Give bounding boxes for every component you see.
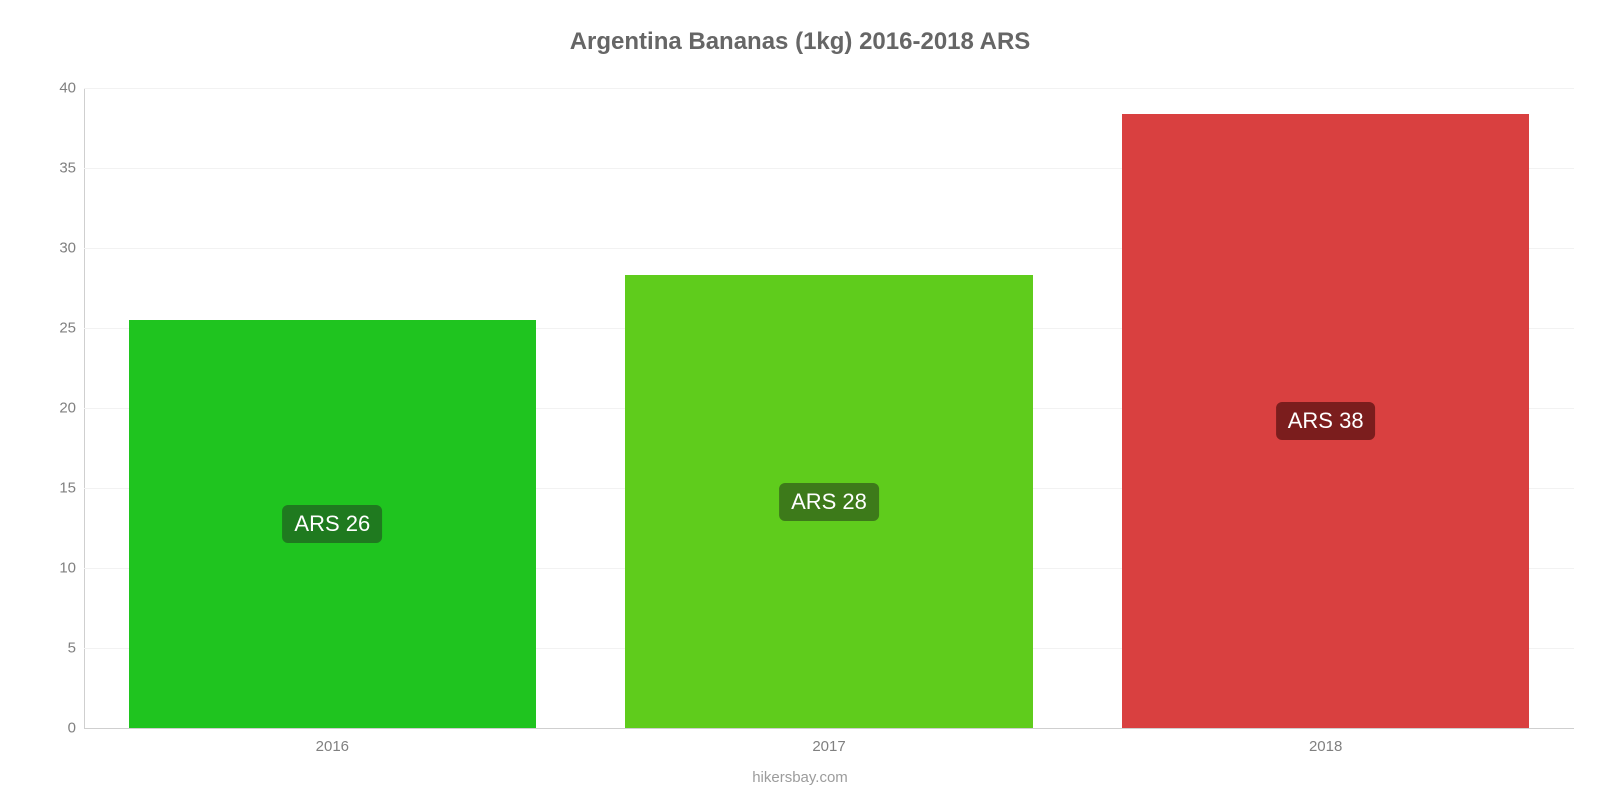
- bar-value-label: ARS 28: [779, 483, 879, 521]
- y-tick-label: 40: [16, 80, 76, 97]
- x-tick-label: 2016: [316, 738, 349, 755]
- bar-chart: Argentina Bananas (1kg) 2016-2018 ARS AR…: [0, 0, 1600, 800]
- x-axis-line: [84, 728, 1574, 729]
- y-tick-label: 0: [16, 720, 76, 737]
- bar-value-label: ARS 38: [1276, 402, 1376, 440]
- y-tick-label: 20: [16, 400, 76, 417]
- bar-value-label: ARS 26: [282, 505, 382, 543]
- source-text: hikersbay.com: [0, 769, 1600, 786]
- plot-area: ARS 26 ARS 28 ARS 38: [84, 88, 1574, 728]
- y-tick-label: 15: [16, 480, 76, 497]
- y-tick-label: 5: [16, 640, 76, 657]
- gridline: [84, 88, 1574, 89]
- y-tick-label: 25: [16, 320, 76, 337]
- y-tick-label: 35: [16, 160, 76, 177]
- x-tick-label: 2018: [1309, 738, 1342, 755]
- x-tick-label: 2017: [812, 738, 845, 755]
- chart-title: Argentina Bananas (1kg) 2016-2018 ARS: [0, 28, 1600, 56]
- y-tick-label: 10: [16, 560, 76, 577]
- y-tick-label: 30: [16, 240, 76, 257]
